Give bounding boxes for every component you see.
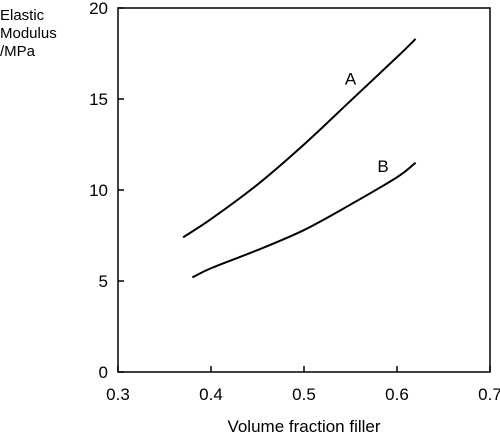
y-tick-label: 0 <box>99 363 108 382</box>
y-axis-label-line-1: Elastic <box>0 7 45 24</box>
series-line-b <box>191 161 417 279</box>
y-axis-label-line-3: /MPa <box>0 43 36 60</box>
y-tick-label: 15 <box>89 90 108 109</box>
y-tick-label: 5 <box>99 272 108 291</box>
series-label-b: B <box>377 157 388 176</box>
plot-frame <box>117 7 491 373</box>
y-axis-label: Elastic Modulus /MPa <box>0 7 61 60</box>
y-axis-label-line-2: Modulus <box>0 25 57 42</box>
x-tick-label: 0.6 <box>385 385 409 404</box>
x-tick-label: 0.7 <box>478 385 500 404</box>
x-axis-title: Volume fraction filler <box>227 417 380 436</box>
series-label-a: A <box>345 69 357 88</box>
ticks: 0.3 0.4 0.5 0.6 0.7 0 5 10 15 20 <box>89 0 500 404</box>
series-group: AB <box>182 38 417 279</box>
x-tick-label: 0.4 <box>199 385 223 404</box>
series-line-a <box>182 38 417 239</box>
y-tick-label: 10 <box>89 181 108 200</box>
x-tick-label: 0.3 <box>106 385 130 404</box>
x-tick-label: 0.5 <box>292 385 316 404</box>
y-tick-label: 20 <box>89 0 108 18</box>
